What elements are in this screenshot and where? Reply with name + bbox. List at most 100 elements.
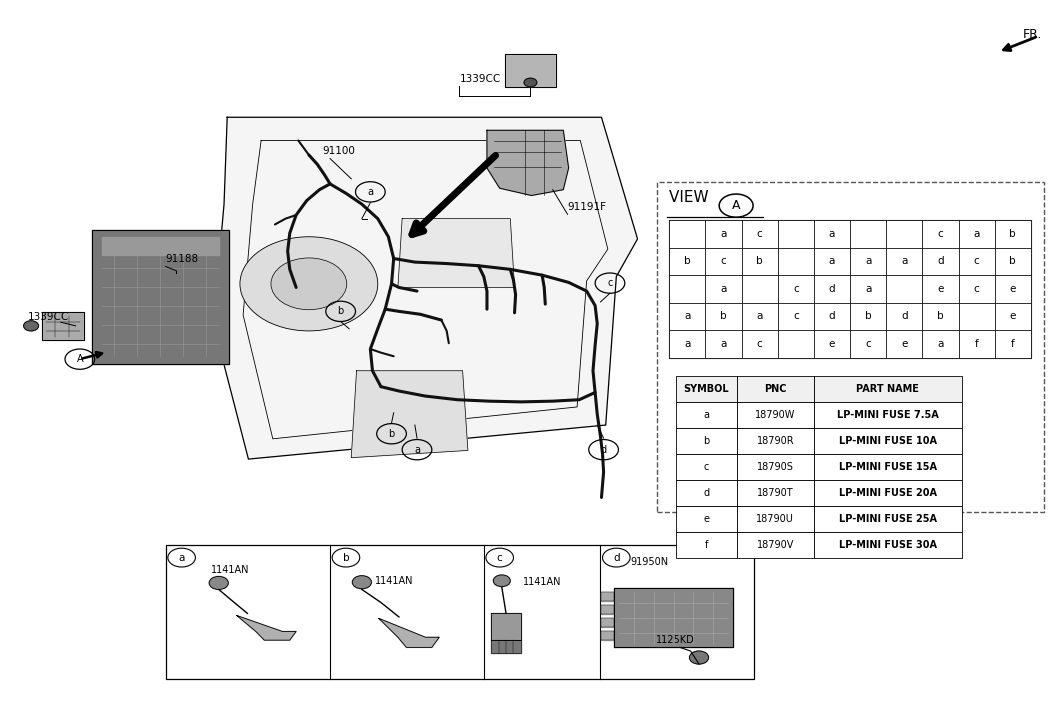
Bar xyxy=(923,248,959,275)
Text: c: c xyxy=(974,284,979,294)
Bar xyxy=(850,275,887,302)
Polygon shape xyxy=(491,614,521,640)
Text: d: d xyxy=(901,311,908,321)
Text: c: c xyxy=(757,229,762,239)
Circle shape xyxy=(271,258,347,310)
Text: a: a xyxy=(368,187,373,197)
Circle shape xyxy=(493,575,510,587)
Polygon shape xyxy=(378,619,439,648)
Bar xyxy=(995,220,1031,248)
Text: PNC: PNC xyxy=(764,384,787,394)
Circle shape xyxy=(240,237,377,331)
Polygon shape xyxy=(41,312,84,340)
Text: f: f xyxy=(705,540,708,550)
Bar xyxy=(778,248,814,275)
Bar xyxy=(742,275,778,302)
Bar xyxy=(814,220,850,248)
Bar xyxy=(676,428,737,454)
Text: c: c xyxy=(757,339,762,349)
Text: c: c xyxy=(607,278,612,288)
Bar xyxy=(670,330,706,358)
Bar xyxy=(814,248,850,275)
Bar xyxy=(850,220,887,248)
Bar xyxy=(706,302,742,330)
Text: a: a xyxy=(414,445,420,454)
Bar xyxy=(813,506,962,532)
Text: e: e xyxy=(829,339,836,349)
Text: SYMBOL: SYMBOL xyxy=(684,384,729,394)
Text: f: f xyxy=(1011,339,1015,349)
Polygon shape xyxy=(602,632,614,640)
Text: 18790T: 18790T xyxy=(757,488,794,498)
Text: c: c xyxy=(938,229,943,239)
Text: LP-MINI FUSE 7.5A: LP-MINI FUSE 7.5A xyxy=(837,410,939,420)
Text: b: b xyxy=(757,257,763,266)
Bar xyxy=(887,302,923,330)
Bar xyxy=(737,506,813,532)
Text: 91188: 91188 xyxy=(166,254,199,265)
Text: d: d xyxy=(613,553,620,563)
Text: a: a xyxy=(685,311,691,321)
Text: LP-MINI FUSE 20A: LP-MINI FUSE 20A xyxy=(839,488,937,498)
Text: 1141AN: 1141AN xyxy=(374,576,414,586)
Text: c: c xyxy=(704,462,709,472)
Text: 1141AN: 1141AN xyxy=(523,577,561,587)
Text: 1125KD: 1125KD xyxy=(656,635,694,645)
Polygon shape xyxy=(398,219,514,287)
Bar xyxy=(706,248,742,275)
Text: c: c xyxy=(974,257,979,266)
Bar xyxy=(676,506,737,532)
Bar xyxy=(814,302,850,330)
Bar xyxy=(813,428,962,454)
Bar xyxy=(670,248,706,275)
Text: a: a xyxy=(938,339,944,349)
Text: d: d xyxy=(601,445,607,454)
Text: PART NAME: PART NAME xyxy=(857,384,919,394)
Text: b: b xyxy=(721,311,727,321)
Bar xyxy=(814,330,850,358)
Text: 1339CC: 1339CC xyxy=(28,312,69,322)
Circle shape xyxy=(690,651,709,664)
Text: LP-MINI FUSE 15A: LP-MINI FUSE 15A xyxy=(839,462,937,472)
Text: b: b xyxy=(938,311,944,321)
Text: c: c xyxy=(496,553,503,563)
Text: b: b xyxy=(1010,229,1016,239)
Text: a: a xyxy=(901,257,908,266)
Bar xyxy=(850,248,887,275)
Polygon shape xyxy=(487,130,569,196)
Bar xyxy=(923,220,959,248)
Text: f: f xyxy=(975,339,979,349)
Bar xyxy=(676,480,737,506)
Circle shape xyxy=(209,577,229,590)
Text: A: A xyxy=(77,354,83,364)
Polygon shape xyxy=(91,230,230,364)
Text: VIEW: VIEW xyxy=(670,190,714,205)
Bar xyxy=(959,220,995,248)
Bar xyxy=(778,275,814,302)
Polygon shape xyxy=(237,616,297,640)
Bar xyxy=(742,220,778,248)
Text: b: b xyxy=(342,553,350,563)
Text: b: b xyxy=(685,257,691,266)
Polygon shape xyxy=(602,619,614,627)
Bar xyxy=(995,330,1031,358)
Bar xyxy=(813,454,962,480)
Bar xyxy=(887,275,923,302)
Bar xyxy=(742,330,778,358)
Bar xyxy=(959,302,995,330)
Text: c: c xyxy=(793,284,798,294)
Bar xyxy=(995,302,1031,330)
Text: b: b xyxy=(1010,257,1016,266)
Bar xyxy=(923,302,959,330)
Text: 18790S: 18790S xyxy=(757,462,794,472)
Text: a: a xyxy=(179,553,185,563)
Bar xyxy=(850,302,887,330)
Bar xyxy=(778,330,814,358)
Text: LP-MINI FUSE 30A: LP-MINI FUSE 30A xyxy=(839,540,937,550)
Bar xyxy=(778,302,814,330)
Text: a: a xyxy=(685,339,691,349)
Polygon shape xyxy=(614,588,733,648)
Bar xyxy=(813,532,962,558)
Bar xyxy=(887,330,923,358)
Polygon shape xyxy=(505,55,556,87)
